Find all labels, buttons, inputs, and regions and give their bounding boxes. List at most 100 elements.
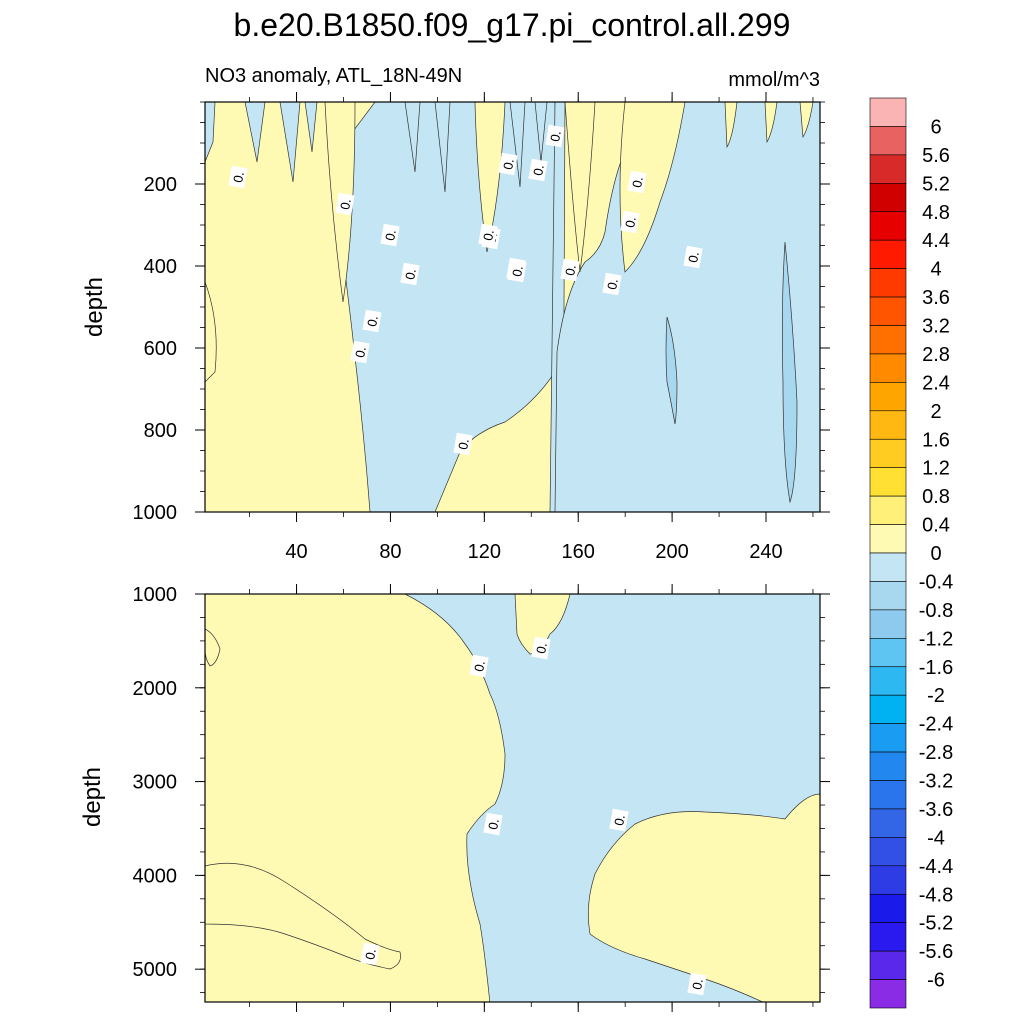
- y-tick-label: 200: [144, 174, 177, 196]
- colorbar-label: -6: [927, 970, 945, 992]
- colorbar-box: [869, 723, 907, 753]
- colorbar-box: [869, 268, 907, 298]
- colorbar-box: [869, 211, 907, 241]
- contour-label: 0.: [528, 158, 548, 182]
- contour-label: 0.: [478, 223, 498, 247]
- colorbar-label: 4: [930, 259, 941, 281]
- contour-region: [564, 102, 596, 273]
- contour-label: 0.: [228, 165, 248, 189]
- contour-region: [781, 241, 798, 504]
- contour-label: 0.: [362, 309, 382, 333]
- svg-text:0.: 0.: [611, 813, 628, 826]
- svg-text:0.: 0.: [471, 659, 488, 672]
- contour-label: 0.: [545, 124, 565, 148]
- svg-text:0.: 0.: [509, 264, 526, 277]
- x-tick-label: 160: [562, 541, 595, 563]
- y-tick-label: 4000: [133, 865, 178, 887]
- contour-region: [279, 102, 301, 183]
- svg-text:0.: 0.: [382, 228, 399, 241]
- colorbar-box: [869, 183, 907, 213]
- colorbar-label: 2.4: [922, 372, 950, 394]
- contour-region: [474, 102, 506, 253]
- y-axis-label-lower: depth: [79, 767, 106, 827]
- colorbar-label: 1.6: [922, 429, 950, 451]
- colorbar-box: [869, 808, 907, 838]
- colorbar-box: [869, 666, 907, 696]
- contour-region: [434, 102, 451, 193]
- svg-text:0.: 0.: [480, 228, 497, 241]
- contour-region: [205, 862, 401, 970]
- contour-region: [244, 102, 266, 163]
- colorbar-box: [869, 154, 907, 184]
- colorbar-label: 2.8: [922, 344, 950, 366]
- contour-label: 0.: [609, 808, 629, 832]
- contour-label: 0.: [683, 245, 703, 269]
- contour-label: 0.: [627, 170, 647, 194]
- colorbar-label: 4.8: [922, 202, 950, 224]
- colorbar-box: [869, 694, 907, 724]
- chart-subtitle: NO3 anomaly, ATL_18N-49N: [205, 65, 462, 87]
- contour-region: [534, 102, 548, 163]
- x-tick-label: 80: [379, 541, 401, 563]
- colorbar-box: [869, 296, 907, 326]
- contour-region: [509, 102, 526, 188]
- colorbar-box: [869, 552, 907, 582]
- colorbar-box: [869, 97, 907, 127]
- colorbar-label: 3.2: [922, 316, 950, 338]
- svg-text:0.: 0.: [622, 215, 639, 228]
- svg-text:0.: 0.: [337, 197, 354, 210]
- colorbar-box: [869, 581, 907, 611]
- contour-label: 0.: [360, 942, 380, 966]
- contour-field-upper: 0.0.0.0.0.0.0.0.0.0.0.0.0.0.0.0.0.0.0.: [205, 102, 820, 512]
- colorbar-box: [869, 979, 907, 1009]
- colorbar-label: 0.4: [922, 515, 950, 537]
- colorbar-label: -0.8: [919, 600, 953, 622]
- contour-region: [304, 102, 318, 153]
- colorbar-label: -5.6: [919, 941, 953, 963]
- contour-region: [665, 316, 678, 425]
- colorbar-label: -1.6: [919, 657, 953, 679]
- svg-text:0.: 0.: [455, 437, 472, 450]
- colorbar-label: -5.2: [919, 913, 953, 935]
- contour-region: [205, 102, 216, 163]
- contour-label: 0.: [335, 192, 355, 216]
- x-tick-label: 240: [749, 541, 782, 563]
- colorbar-label: 4.4: [922, 230, 950, 252]
- contour-region: [404, 102, 421, 173]
- y-tick-label: 5000: [133, 959, 178, 981]
- svg-text:0.: 0.: [352, 345, 369, 358]
- contour-label: 0.: [687, 972, 707, 996]
- x-tick-label: 120: [468, 541, 501, 563]
- contour-label: 0.: [483, 812, 503, 836]
- contour-label: 0.: [453, 432, 473, 456]
- colorbar-box: [869, 467, 907, 497]
- colorbar-box: [869, 410, 907, 440]
- y-tick-label: 600: [144, 338, 177, 360]
- contour-label: 0.: [507, 259, 527, 283]
- svg-text:0.: 0.: [533, 641, 550, 654]
- colorbar-box: [869, 950, 907, 980]
- x-tick-label: 200: [655, 541, 688, 563]
- y-tick-label: 2000: [133, 678, 178, 700]
- colorbar-box: [869, 126, 907, 156]
- colorbar-label: -2.4: [919, 714, 953, 736]
- colorbar-label: -1.2: [919, 628, 953, 650]
- colorbar-box: [869, 893, 907, 923]
- contour-label: 0.: [498, 152, 518, 176]
- colorbar-box: [869, 524, 907, 554]
- contour-label: 0.: [531, 636, 551, 660]
- colorbar-box: [869, 609, 907, 639]
- svg-text:0.: 0.: [530, 163, 547, 176]
- chart-title: b.e20.B1850.f09_g17.pi_control.all.299: [234, 7, 791, 43]
- svg-text:0.: 0.: [689, 977, 706, 990]
- colorbar-label: 5.2: [922, 173, 950, 195]
- colorbar-label: -3.6: [919, 799, 953, 821]
- colorbar-label: -3.2: [919, 771, 953, 793]
- colorbar-label: -4: [927, 827, 945, 849]
- upper-panel: 0.0.0.0.0.0.0.0.0.0.0.0.0.0.0.0.0.0.0.20…: [133, 92, 830, 563]
- contour-label: 0.: [602, 272, 622, 296]
- colorbar-box: [869, 638, 907, 668]
- units-label: mmol/m^3: [728, 69, 820, 91]
- colorbar-label: 2: [930, 401, 941, 423]
